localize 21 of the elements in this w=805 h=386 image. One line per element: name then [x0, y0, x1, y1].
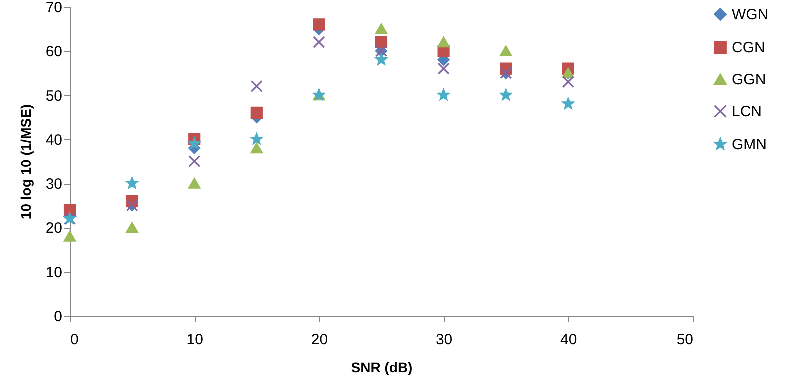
x-tick-label: 20	[311, 332, 328, 348]
y-tick-label: 10	[46, 264, 62, 282]
y-tick-label: 50	[46, 88, 62, 105]
y-tick-label: 20	[46, 220, 62, 238]
legend-label: GGN	[732, 72, 766, 88]
y-tick-label: 60	[46, 44, 62, 61]
x-tick-label: 30	[436, 332, 453, 348]
legend-label: CGN	[732, 40, 766, 56]
y-tick-label: 40	[46, 132, 62, 149]
legend-label: WGN	[732, 6, 769, 24]
y-axis-title: 10 log 10 (1/MSE)	[18, 104, 34, 220]
legend-label: GMN	[732, 136, 767, 154]
y-tick-label: 0	[54, 308, 62, 326]
x-tick-label: 50	[676, 332, 694, 348]
x-tick-label: 40	[560, 332, 578, 348]
y-tick-label: 70	[46, 0, 62, 16]
x-tick-label: 10	[186, 332, 204, 348]
x-tick-label: 0	[70, 332, 79, 348]
legend-label: LCN	[732, 104, 762, 120]
y-tick-label: 30	[46, 176, 62, 194]
x-axis-title: SNR (dB)	[351, 360, 413, 376]
